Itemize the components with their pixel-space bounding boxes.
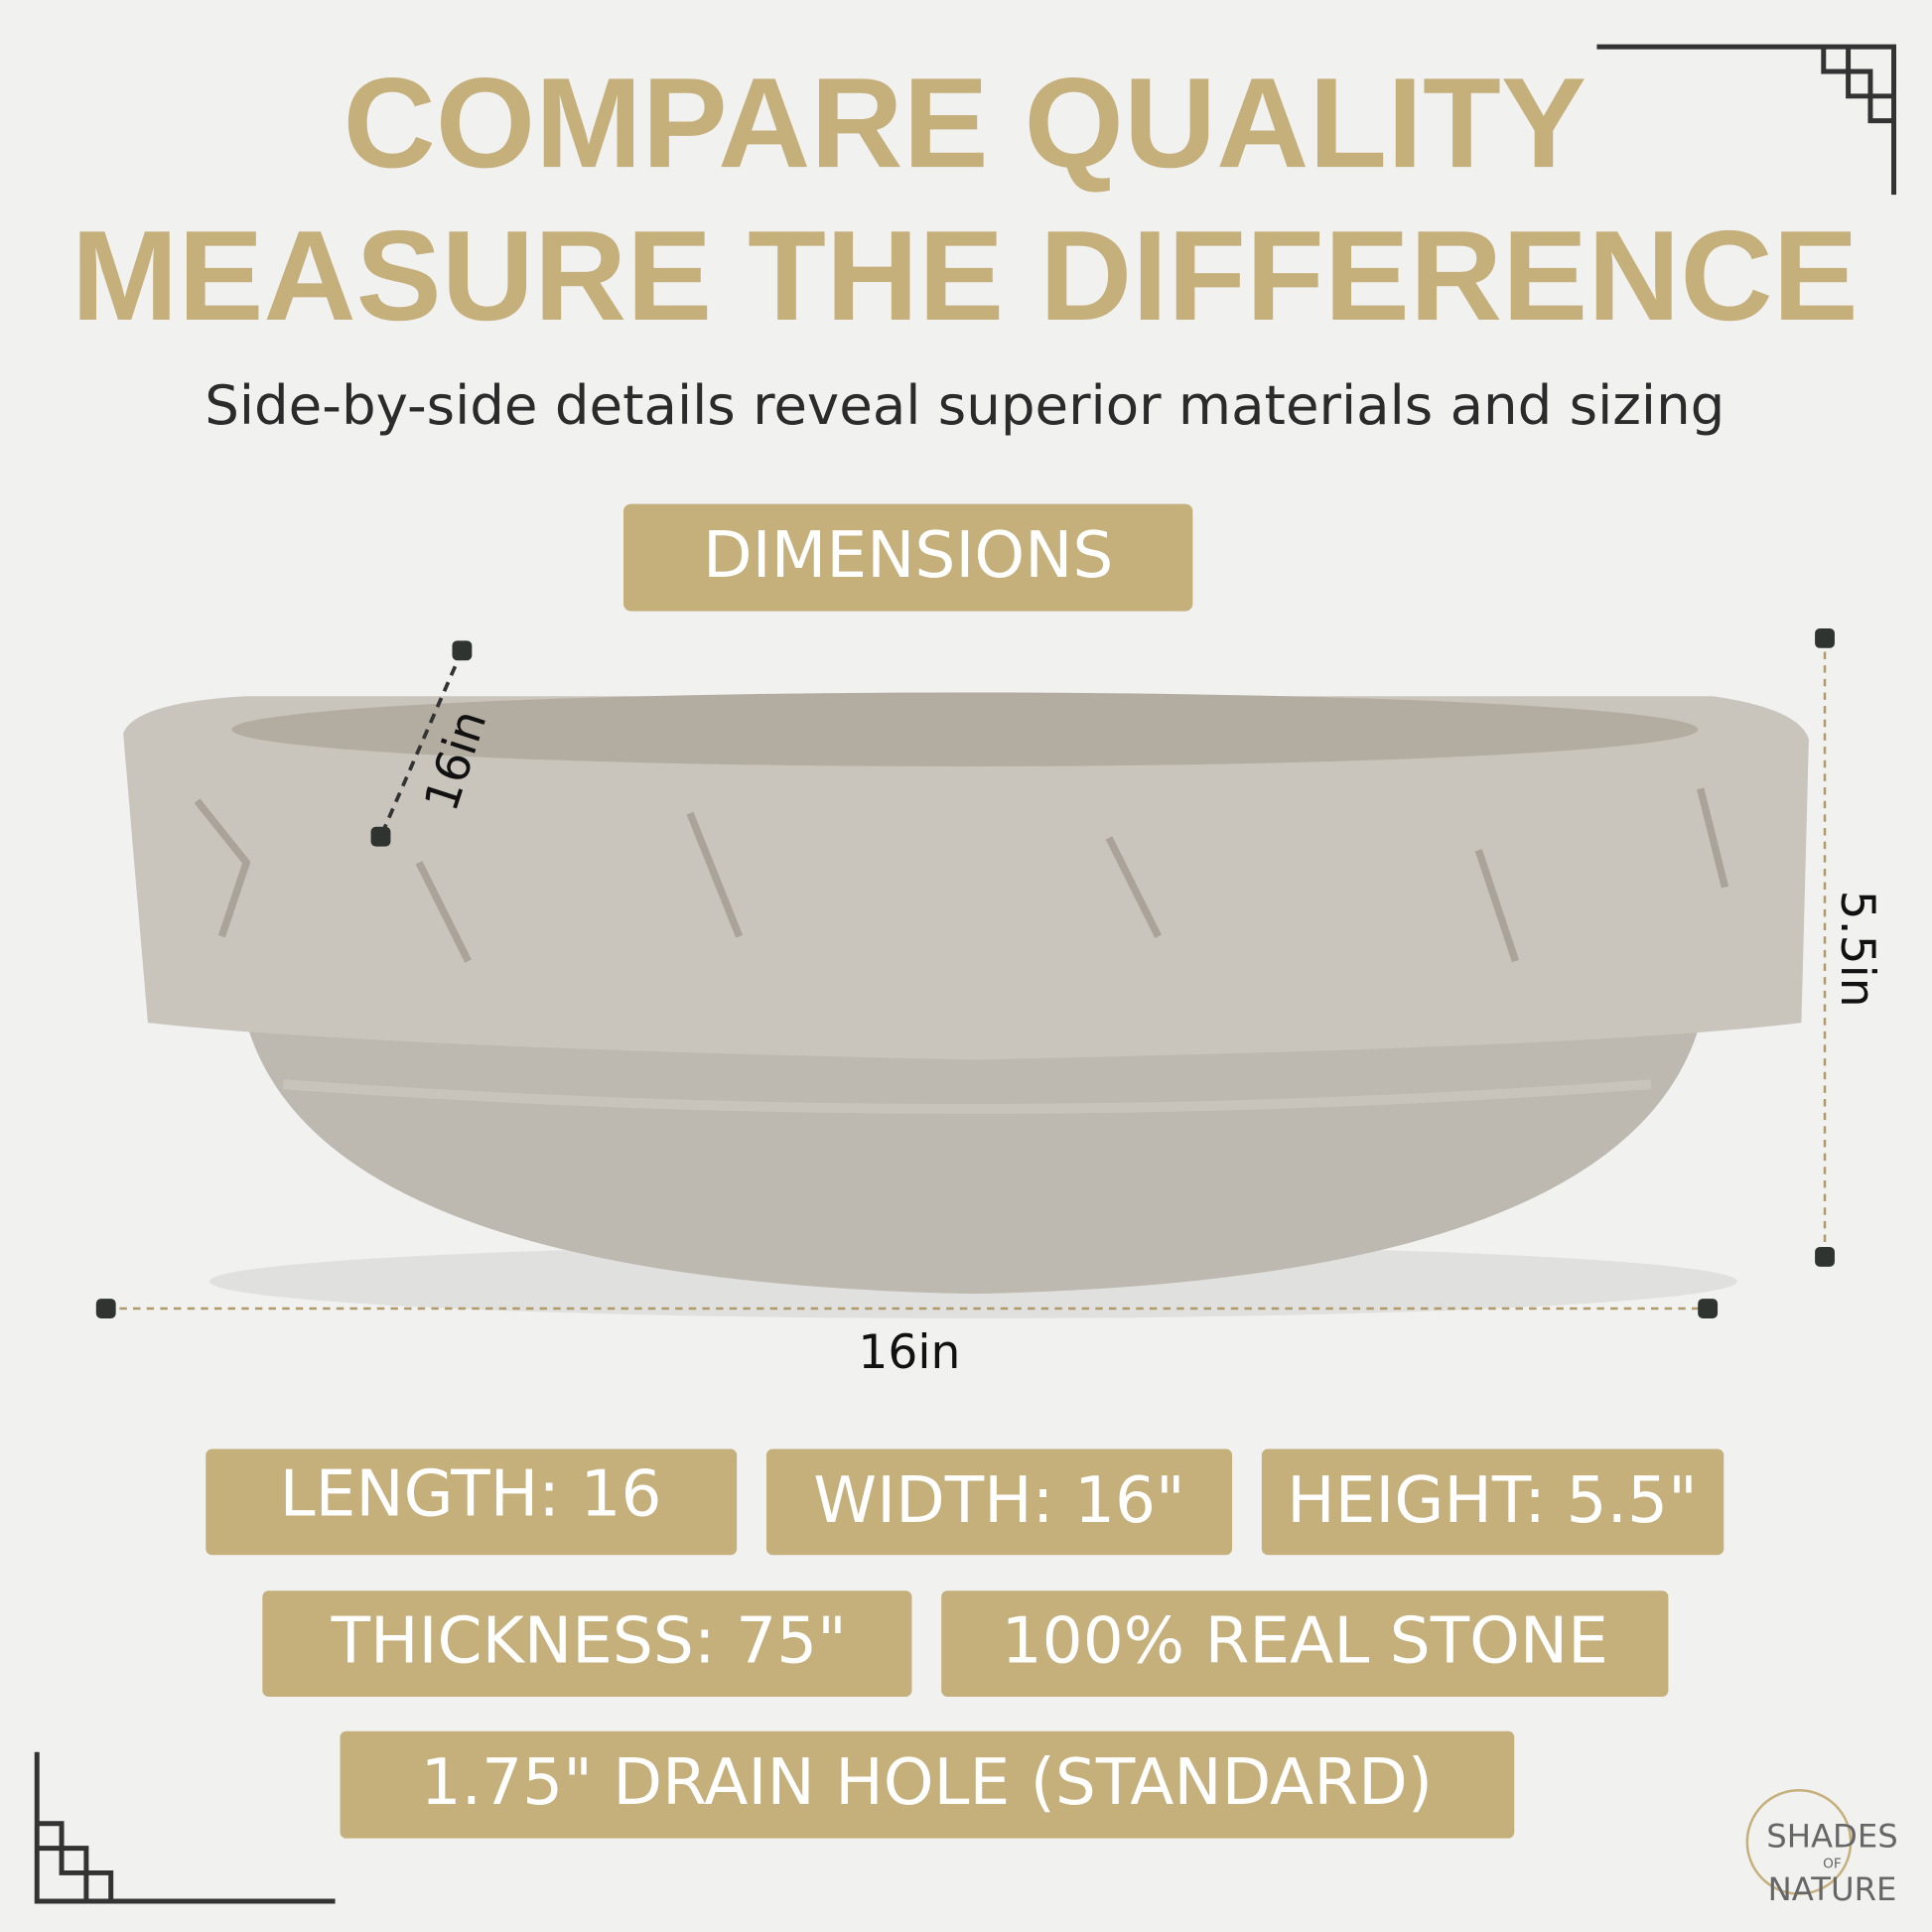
title-line: MEASURE THE DIFFERENCE [71, 205, 1859, 347]
spec-bg [765, 1449, 1233, 1556]
bowl [123, 692, 1809, 1318]
logo-text: SHADES [1766, 1818, 1897, 1856]
spec-bg [340, 1730, 1515, 1839]
logo-text: OF [1823, 1857, 1842, 1872]
dimension-lines [95, 627, 1835, 1318]
spec: THICKNESS: 75" [331, 1603, 847, 1678]
corner-ornament [34, 44, 1897, 1904]
spec-bg [206, 1449, 738, 1556]
spec: 100% REAL STONE [1002, 1603, 1608, 1678]
spec-bg [1261, 1449, 1725, 1556]
spec-bg [262, 1590, 912, 1697]
spec: 1.75" DRAIN HOLE (STANDARD) [421, 1745, 1433, 1820]
badge-bg [622, 503, 1193, 612]
height-label: 5.5in [1830, 891, 1884, 1008]
length-label: 16in [858, 1325, 960, 1380]
spec-bg [941, 1590, 1669, 1697]
subtitle: Side-by-side details reveal superior mat… [205, 373, 1725, 437]
logo-text: NATURE [1768, 1870, 1897, 1908]
spec: WIDTH: 16" [813, 1463, 1184, 1538]
spec: LENGTH: 16 [280, 1457, 662, 1532]
logo-ring [1745, 1789, 1853, 1895]
title-line: COMPARE QUALITY [344, 52, 1587, 195]
spec: HEIGHT: 5.5" [1287, 1463, 1698, 1538]
badge: DIMENSIONS [703, 518, 1113, 593]
